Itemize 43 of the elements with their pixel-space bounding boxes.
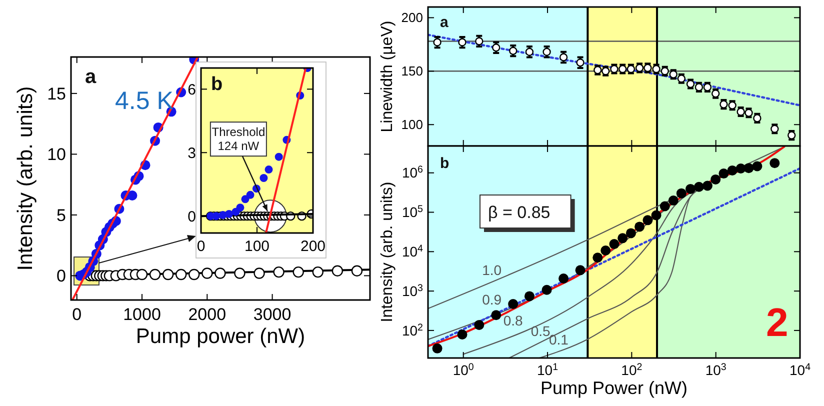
x-tick-label: 1000 (123, 305, 161, 324)
y-tick-label: 10$^{6}$ (402, 164, 424, 181)
x-tick-label: 0 (72, 305, 82, 324)
y-axis-title: Intensity (arb. units) (14, 86, 37, 271)
y-tick-label: 10$^{5}$ (402, 204, 424, 220)
annotation: a (85, 66, 97, 88)
x-tick-label: 10$^{1}$ (537, 362, 558, 378)
x-tick-label: 10$^{0}$ (452, 362, 474, 378)
x-tick-label: 10$^{2}$ (621, 362, 642, 378)
annotation: b (211, 74, 223, 95)
annotation: b (440, 155, 450, 172)
x-tick-label: 10$^{3}$ (705, 362, 727, 378)
annotation: a (440, 14, 449, 31)
y-tick-label: 10$^{2}$ (402, 322, 423, 338)
x-tick-label: 2000 (188, 305, 226, 324)
series-label: 0.5 (530, 323, 551, 340)
y-tick-label: 0 (56, 266, 66, 286)
annotation: 4.5 K (115, 87, 174, 115)
x-tick-label: 200 (300, 238, 326, 255)
annotation: β = 0.85 (488, 203, 550, 222)
series-label: 0.1 (548, 331, 569, 348)
x-tick-label: 10$^{4}$ (789, 362, 812, 378)
y-tick-label: 0 (188, 208, 196, 226)
y-axis-title: Linewidth (µeV) (379, 20, 396, 132)
y-tick-label: 10 (47, 145, 66, 164)
y-tick-label: 100 (401, 117, 423, 132)
series-label: 0.8 (503, 312, 524, 328)
y-tick-label: 150 (401, 64, 423, 79)
annotation: 2 (766, 301, 788, 345)
y-tick-label: 5 (56, 206, 66, 225)
series-label: 0.9 (482, 292, 502, 308)
x-tick-label: 3000 (253, 305, 292, 324)
y-tick-label: 6 (188, 81, 196, 98)
y-tick-label: 15 (47, 84, 66, 104)
x-axis-title: Pump Power (nW) (540, 378, 688, 398)
x-axis-title: Pump power (nW) (136, 325, 306, 348)
y-axis-title: Intensity (arb. units) (379, 182, 396, 322)
y-tick-label: 10$^{3}$ (402, 282, 424, 299)
x-tick-label: 100 (244, 238, 270, 255)
y-tick-label: 200 (401, 10, 423, 26)
y-tick-label: 3 (188, 144, 196, 162)
annotation: Threshold 124 nW (212, 125, 266, 154)
series-label: 1.0 (482, 262, 502, 278)
